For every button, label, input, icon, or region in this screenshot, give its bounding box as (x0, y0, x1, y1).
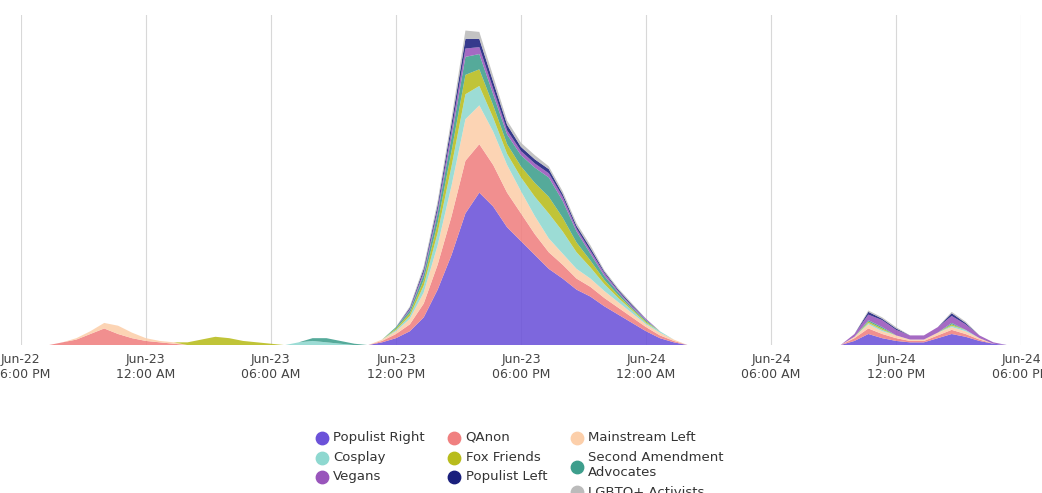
Legend: Populist Right, Cosplay, Vegans, QAnon, Fox Friends, Populist Left, Mainstream L: Populist Right, Cosplay, Vegans, QAnon, … (312, 424, 730, 493)
